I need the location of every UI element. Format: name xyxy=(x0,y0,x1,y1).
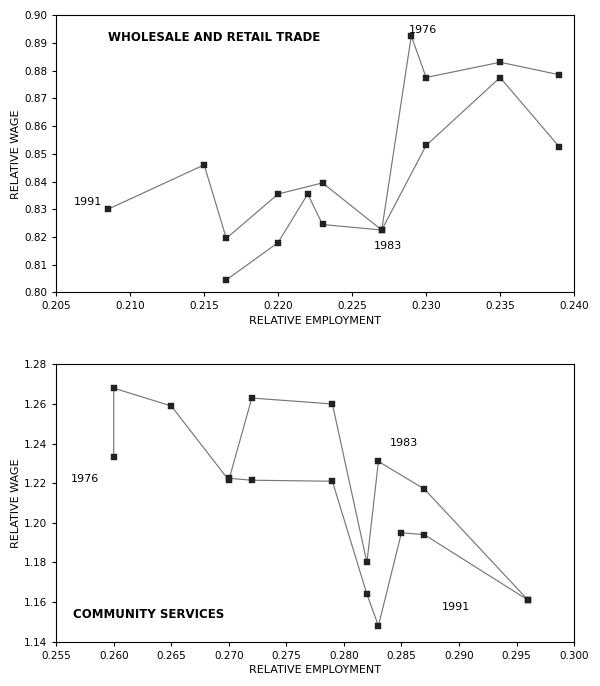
X-axis label: RELATIVE EMPLOYMENT: RELATIVE EMPLOYMENT xyxy=(249,316,381,326)
Text: 1983: 1983 xyxy=(374,241,403,252)
Text: 1991: 1991 xyxy=(442,602,470,612)
Text: WHOLESALE AND RETAIL TRADE: WHOLESALE AND RETAIL TRADE xyxy=(108,32,320,45)
Y-axis label: RELATIVE WAGE: RELATIVE WAGE xyxy=(11,458,21,548)
Y-axis label: RELATIVE WAGE: RELATIVE WAGE xyxy=(11,109,21,198)
Text: COMMUNITY SERVICES: COMMUNITY SERVICES xyxy=(73,608,224,621)
Text: 1983: 1983 xyxy=(390,438,418,447)
Text: 1976: 1976 xyxy=(409,25,437,35)
Text: 1991: 1991 xyxy=(74,197,102,207)
Text: 1976: 1976 xyxy=(71,474,100,484)
X-axis label: RELATIVE EMPLOYMENT: RELATIVE EMPLOYMENT xyxy=(249,665,381,675)
